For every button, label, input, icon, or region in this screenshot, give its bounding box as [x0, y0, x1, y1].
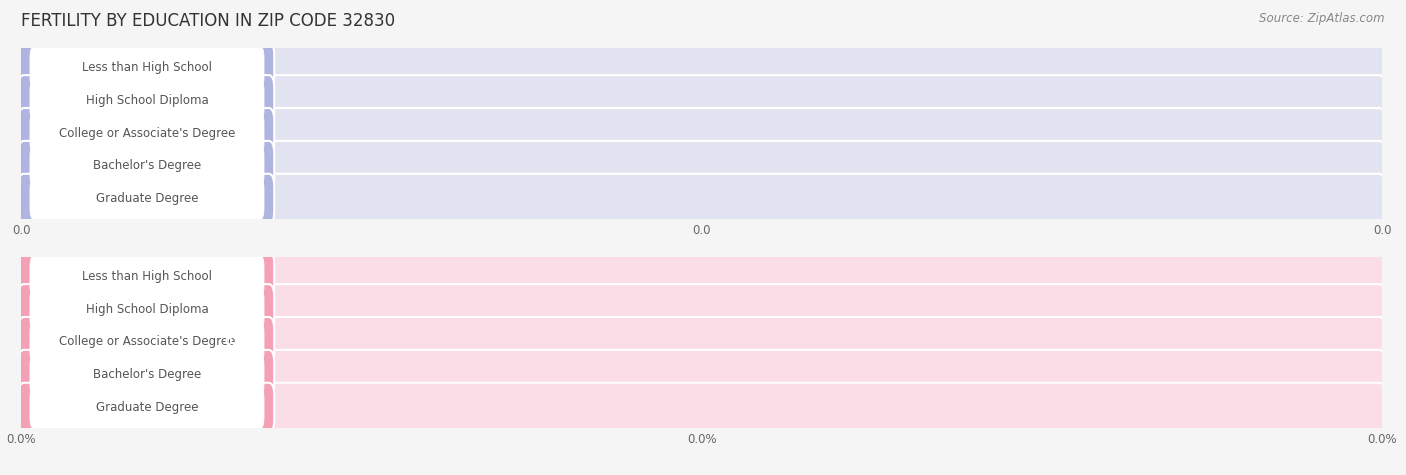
- FancyBboxPatch shape: [18, 174, 1385, 224]
- FancyBboxPatch shape: [30, 112, 264, 154]
- FancyBboxPatch shape: [30, 144, 264, 187]
- FancyBboxPatch shape: [30, 255, 264, 298]
- FancyBboxPatch shape: [18, 350, 274, 400]
- Text: Source: ZipAtlas.com: Source: ZipAtlas.com: [1260, 12, 1385, 25]
- FancyBboxPatch shape: [18, 317, 274, 367]
- FancyBboxPatch shape: [30, 386, 264, 429]
- FancyBboxPatch shape: [18, 141, 1385, 191]
- FancyBboxPatch shape: [18, 108, 1385, 158]
- Text: High School Diploma: High School Diploma: [86, 303, 208, 315]
- FancyBboxPatch shape: [18, 383, 1385, 433]
- FancyBboxPatch shape: [30, 177, 264, 220]
- Text: 0.0%: 0.0%: [225, 271, 254, 281]
- FancyBboxPatch shape: [18, 350, 1385, 400]
- FancyBboxPatch shape: [18, 108, 274, 158]
- FancyBboxPatch shape: [18, 42, 1385, 92]
- Text: 0.0: 0.0: [236, 194, 254, 204]
- FancyBboxPatch shape: [18, 75, 1385, 125]
- FancyBboxPatch shape: [30, 321, 264, 363]
- FancyBboxPatch shape: [18, 284, 1385, 334]
- Text: College or Associate's Degree: College or Associate's Degree: [59, 126, 235, 140]
- FancyBboxPatch shape: [18, 251, 1385, 301]
- FancyBboxPatch shape: [30, 353, 264, 396]
- FancyBboxPatch shape: [18, 75, 274, 125]
- Text: 0.0: 0.0: [236, 161, 254, 171]
- FancyBboxPatch shape: [18, 383, 274, 433]
- Text: 0.0%: 0.0%: [225, 403, 254, 413]
- Text: Less than High School: Less than High School: [82, 270, 212, 283]
- Text: College or Associate's Degree: College or Associate's Degree: [59, 335, 235, 349]
- Text: Graduate Degree: Graduate Degree: [96, 192, 198, 205]
- FancyBboxPatch shape: [30, 79, 264, 122]
- Text: 0.0: 0.0: [236, 128, 254, 138]
- Text: FERTILITY BY EDUCATION IN ZIP CODE 32830: FERTILITY BY EDUCATION IN ZIP CODE 32830: [21, 12, 395, 30]
- Text: Less than High School: Less than High School: [82, 61, 212, 74]
- Text: 0.0%: 0.0%: [225, 337, 254, 347]
- Text: 0.0%: 0.0%: [225, 370, 254, 380]
- Text: Bachelor's Degree: Bachelor's Degree: [93, 160, 201, 172]
- Text: Graduate Degree: Graduate Degree: [96, 401, 198, 414]
- Text: High School Diploma: High School Diploma: [86, 94, 208, 106]
- Text: 0.0%: 0.0%: [225, 304, 254, 314]
- FancyBboxPatch shape: [30, 288, 264, 331]
- FancyBboxPatch shape: [18, 317, 1385, 367]
- Text: Bachelor's Degree: Bachelor's Degree: [93, 369, 201, 381]
- Text: 0.0: 0.0: [236, 62, 254, 72]
- FancyBboxPatch shape: [18, 141, 274, 191]
- FancyBboxPatch shape: [18, 42, 274, 92]
- FancyBboxPatch shape: [18, 174, 274, 224]
- Text: 0.0: 0.0: [236, 95, 254, 105]
- FancyBboxPatch shape: [30, 46, 264, 89]
- FancyBboxPatch shape: [18, 251, 274, 301]
- FancyBboxPatch shape: [18, 284, 274, 334]
